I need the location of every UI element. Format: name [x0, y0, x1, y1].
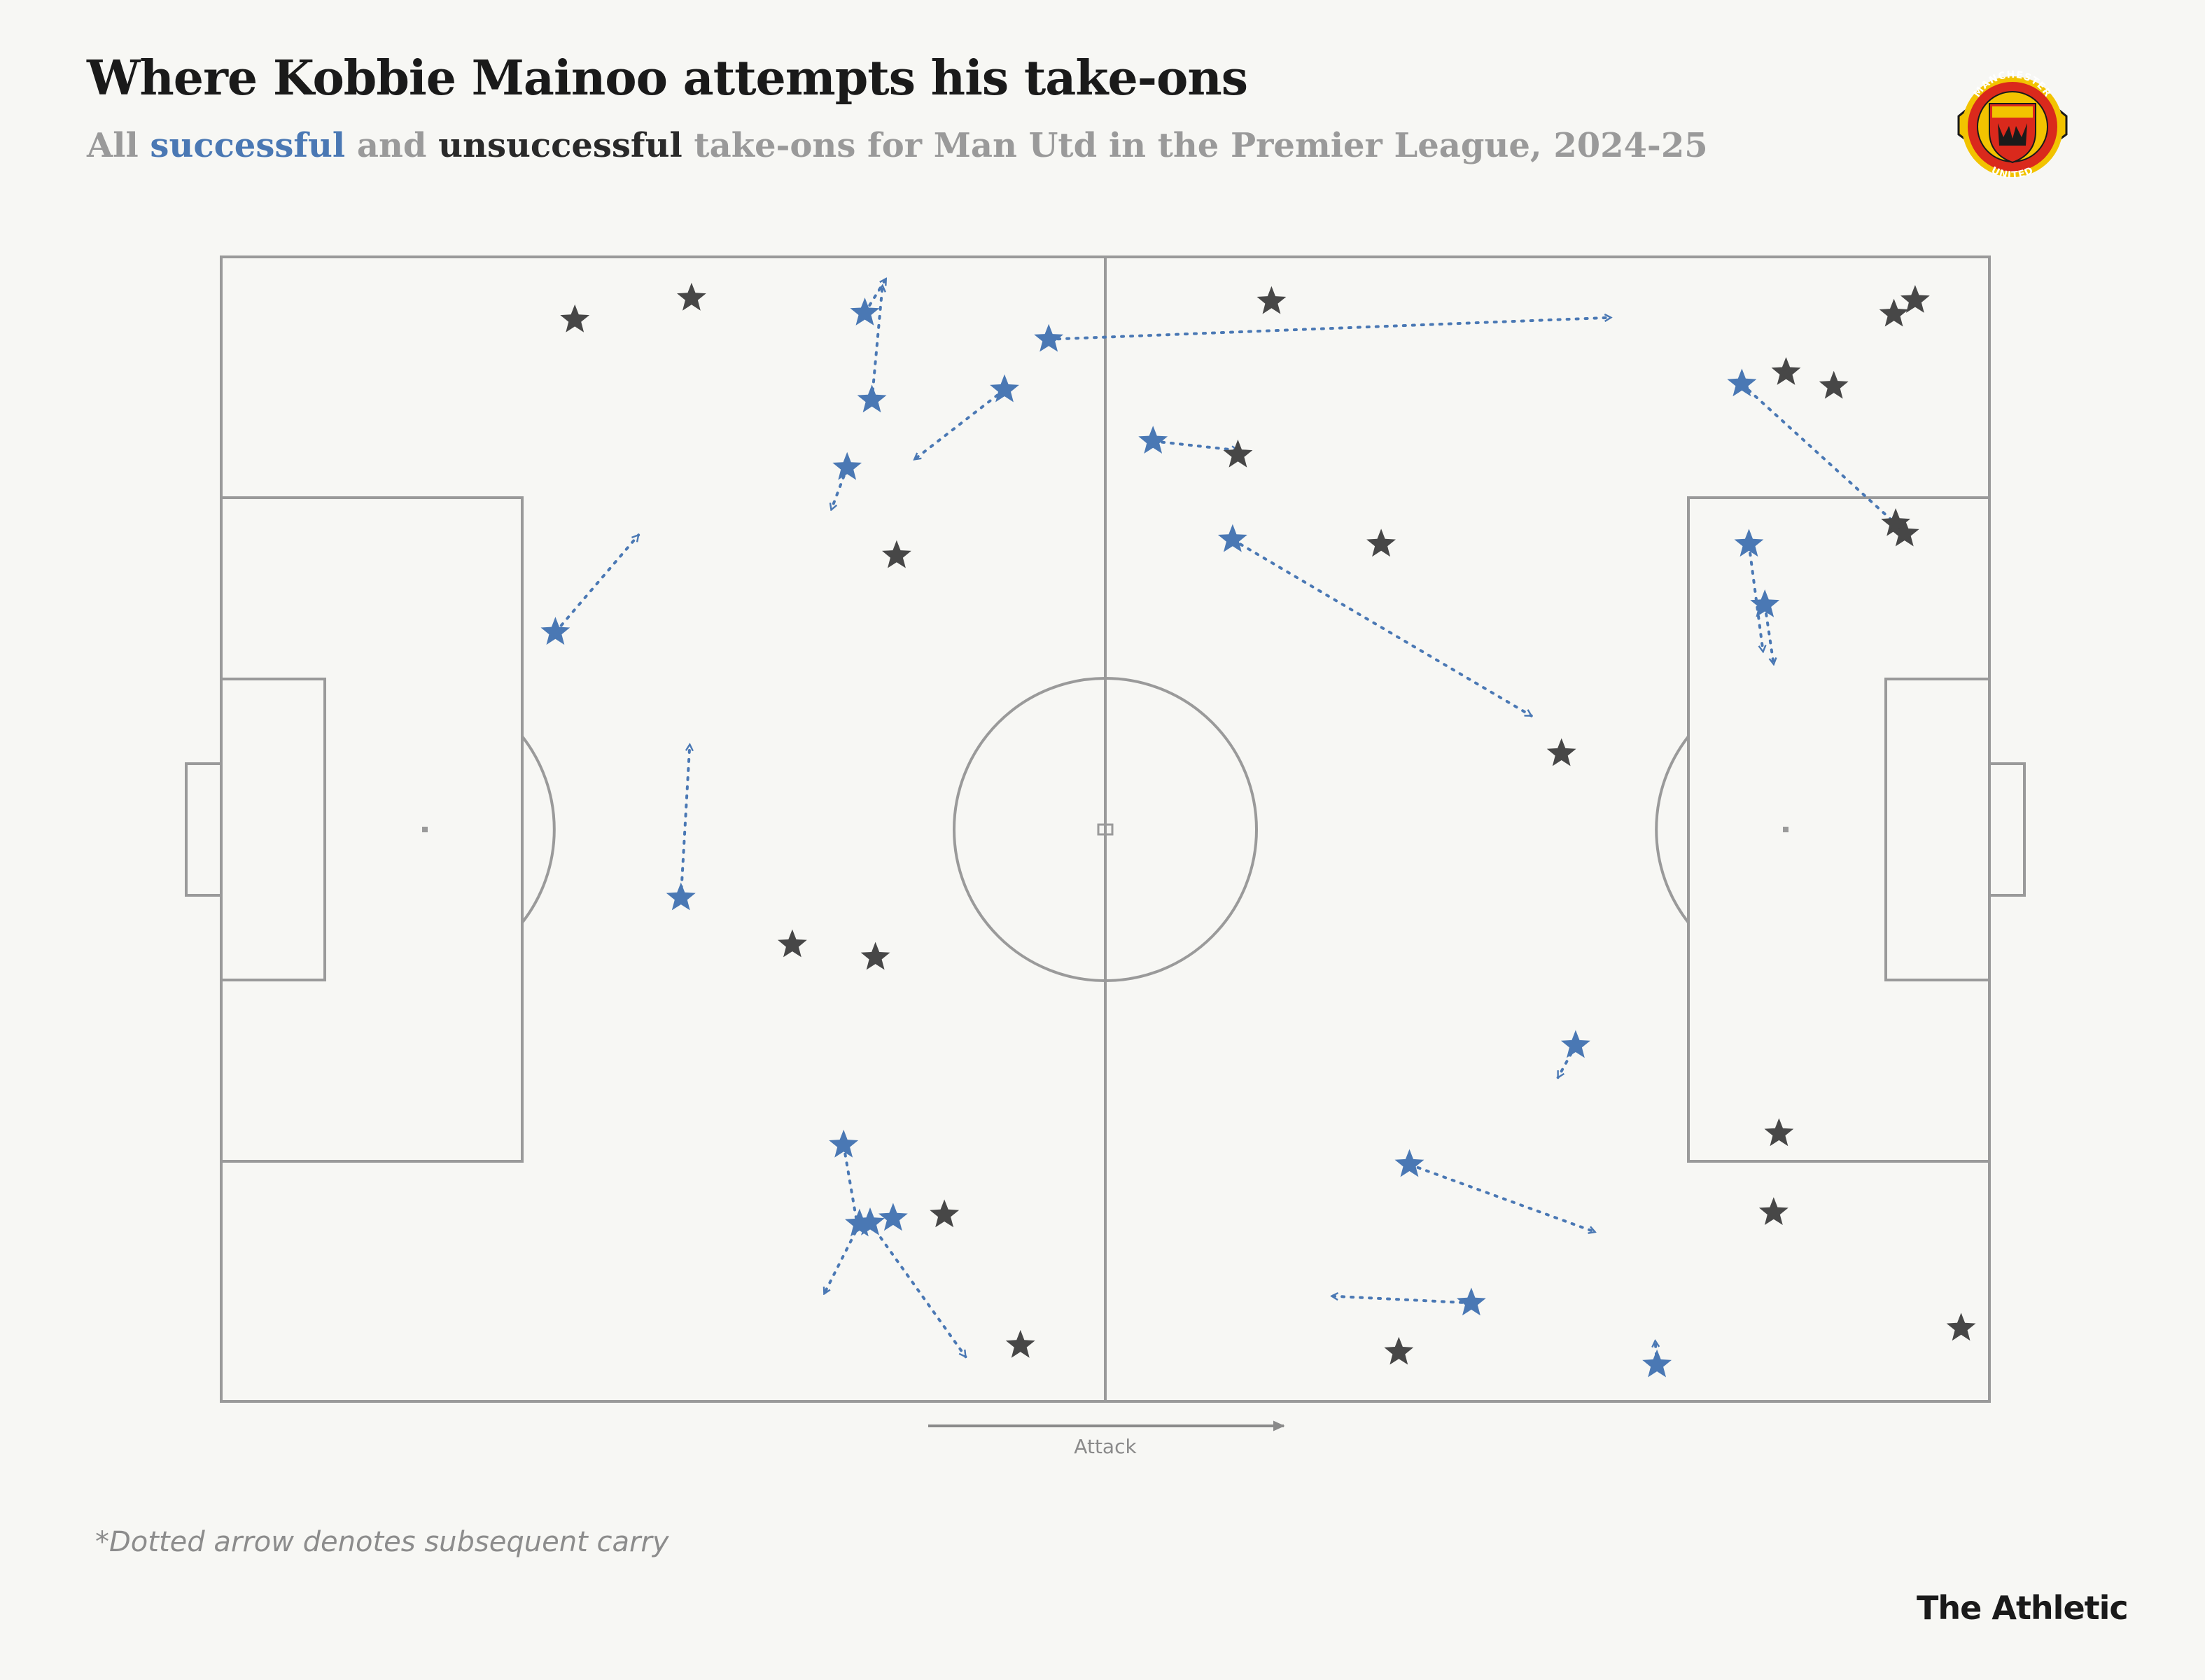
- carry-arrow-4: [913, 388, 1007, 461]
- crest-bottom-text: UNITED: [1989, 164, 2035, 181]
- successful-take-on-star-3: [1034, 323, 1064, 352]
- right-penalty-spot: [1783, 827, 1788, 832]
- right-penalty-box: [1687, 496, 1991, 1163]
- footnote: *Dotted arrow denotes subsequent carry: [95, 1526, 669, 1558]
- successful-take-on-star-5: [832, 451, 862, 480]
- successful-take-on-star-10: [855, 1207, 885, 1236]
- successful-take-on-star-1: [850, 298, 880, 326]
- unsuccessful-take-on-star-11: [1546, 738, 1576, 766]
- successful-take-on-star-9: [845, 1208, 874, 1237]
- carry-arrow-7: [679, 745, 690, 899]
- successful-take-on-star-18: [1727, 368, 1757, 397]
- successful-take-on-star-15: [1457, 1287, 1486, 1316]
- unsuccessful-take-on-star-15: [1879, 298, 1909, 327]
- carry-arrow-20: [1763, 603, 1774, 664]
- unsuccessful-take-on-star-19: [1764, 1118, 1794, 1147]
- unsuccessful-take-on-star-4: [778, 929, 807, 958]
- unsuccessful-take-on-star-8: [1256, 286, 1287, 314]
- carry-arrow-12: [1152, 440, 1238, 450]
- unsuccessful-take-on-star-13: [1771, 357, 1801, 385]
- unsuccessful-take-on-star-12: [1384, 1336, 1414, 1365]
- left-penalty-spot: [422, 827, 428, 832]
- unsuccessful-take-ons: [560, 282, 1976, 1365]
- unsuccessful-take-on-star-5: [860, 941, 890, 970]
- successful-take-on-star-8: [829, 1129, 859, 1158]
- carry-arrow-15: [1331, 1296, 1473, 1305]
- carry-arrows: [554, 279, 1901, 1366]
- right-goal: [1988, 762, 2026, 897]
- page-subtitle: All successful and unsuccessful take-ons…: [87, 126, 1708, 165]
- carry-arrow-10: [869, 1221, 967, 1357]
- subtitle-prefix: All: [87, 126, 150, 165]
- unsuccessful-take-on-star-9: [1223, 439, 1253, 468]
- attack-label: Attack: [1074, 1435, 1137, 1458]
- centre-spot: [1097, 823, 1114, 836]
- carry-arrow-13: [1231, 538, 1532, 718]
- unsuccessful-take-on-star-6: [930, 1199, 960, 1228]
- successful-take-on-star-20: [1750, 589, 1780, 617]
- carry-arrow-8: [842, 1143, 858, 1228]
- svg-text:UNITED: UNITED: [1989, 164, 2036, 181]
- brand-logo: The Athletic: [1917, 1589, 2129, 1627]
- unsuccessful-take-on-star-7: [1005, 1329, 1035, 1358]
- carry-arrow-2: [870, 286, 883, 402]
- carry-arrow-1: [863, 279, 888, 315]
- subtitle-suffix: take-ons for Man Utd in the Premier Leag…: [682, 126, 1708, 165]
- subtitle-and: and: [345, 126, 439, 165]
- successful-take-on-star-4: [990, 374, 1019, 402]
- successful-take-on-star-19: [1734, 528, 1764, 557]
- unsuccessful-take-on-star-21: [1946, 1312, 1976, 1341]
- successful-take-on-star-12: [1138, 426, 1168, 454]
- successful-take-ons: [540, 298, 1780, 1378]
- unsuccessful-take-on-star-16: [1900, 285, 1930, 313]
- carry-arrow-14: [1408, 1163, 1595, 1232]
- carry-arrow-18: [1740, 382, 1901, 528]
- unsuccessful-take-on-star-20: [1758, 1197, 1788, 1225]
- unsuccessful-take-on-star-10: [1366, 528, 1396, 557]
- right-six-yard-box: [1884, 678, 1991, 981]
- carry-arrow-5: [831, 465, 849, 510]
- carry-arrow-6: [554, 533, 640, 634]
- subtitle-successful-label: successful: [150, 126, 346, 165]
- page-title: Where Kobbie Mainoo attempts his take-on…: [87, 50, 1248, 106]
- centre-circle: [953, 677, 1258, 982]
- carry-arrow-16: [1556, 1044, 1577, 1078]
- club-crest-icon: MANCHESTER UNITED: [1957, 69, 2068, 181]
- carry-arrow-9: [822, 1222, 861, 1294]
- successful-take-on-star-11: [878, 1203, 908, 1231]
- successful-take-on-star-16: [1561, 1030, 1590, 1058]
- successful-take-on-star-2: [857, 384, 887, 413]
- pitch-markings: [185, 255, 2026, 1403]
- left-penalty-arc: [521, 735, 556, 924]
- carry-arrow-19: [1747, 542, 1763, 652]
- successful-take-on-star-14: [1394, 1149, 1424, 1177]
- unsuccessful-take-on-star-18: [1889, 518, 1919, 547]
- right-penalty-arc: [1655, 735, 1690, 924]
- left-six-yard-box: [220, 678, 326, 981]
- carry-arrow-3: [1047, 318, 1611, 341]
- successful-take-on-star-7: [666, 882, 696, 911]
- successful-take-on-star-6: [540, 617, 570, 645]
- unsuccessful-take-on-star-17: [1881, 508, 1910, 536]
- successful-take-on-star-13: [1217, 524, 1247, 552]
- left-goal: [185, 762, 223, 897]
- unsuccessful-take-on-star-1: [560, 304, 590, 332]
- unsuccessful-take-on-star-14: [1819, 370, 1849, 399]
- left-penalty-box: [220, 496, 524, 1163]
- unsuccessful-take-on-star-3: [882, 540, 911, 568]
- successful-take-on-star-17: [1642, 1349, 1672, 1378]
- unsuccessful-take-on-star-2: [677, 282, 706, 311]
- subtitle-unsuccessful-label: unsuccessful: [438, 126, 682, 165]
